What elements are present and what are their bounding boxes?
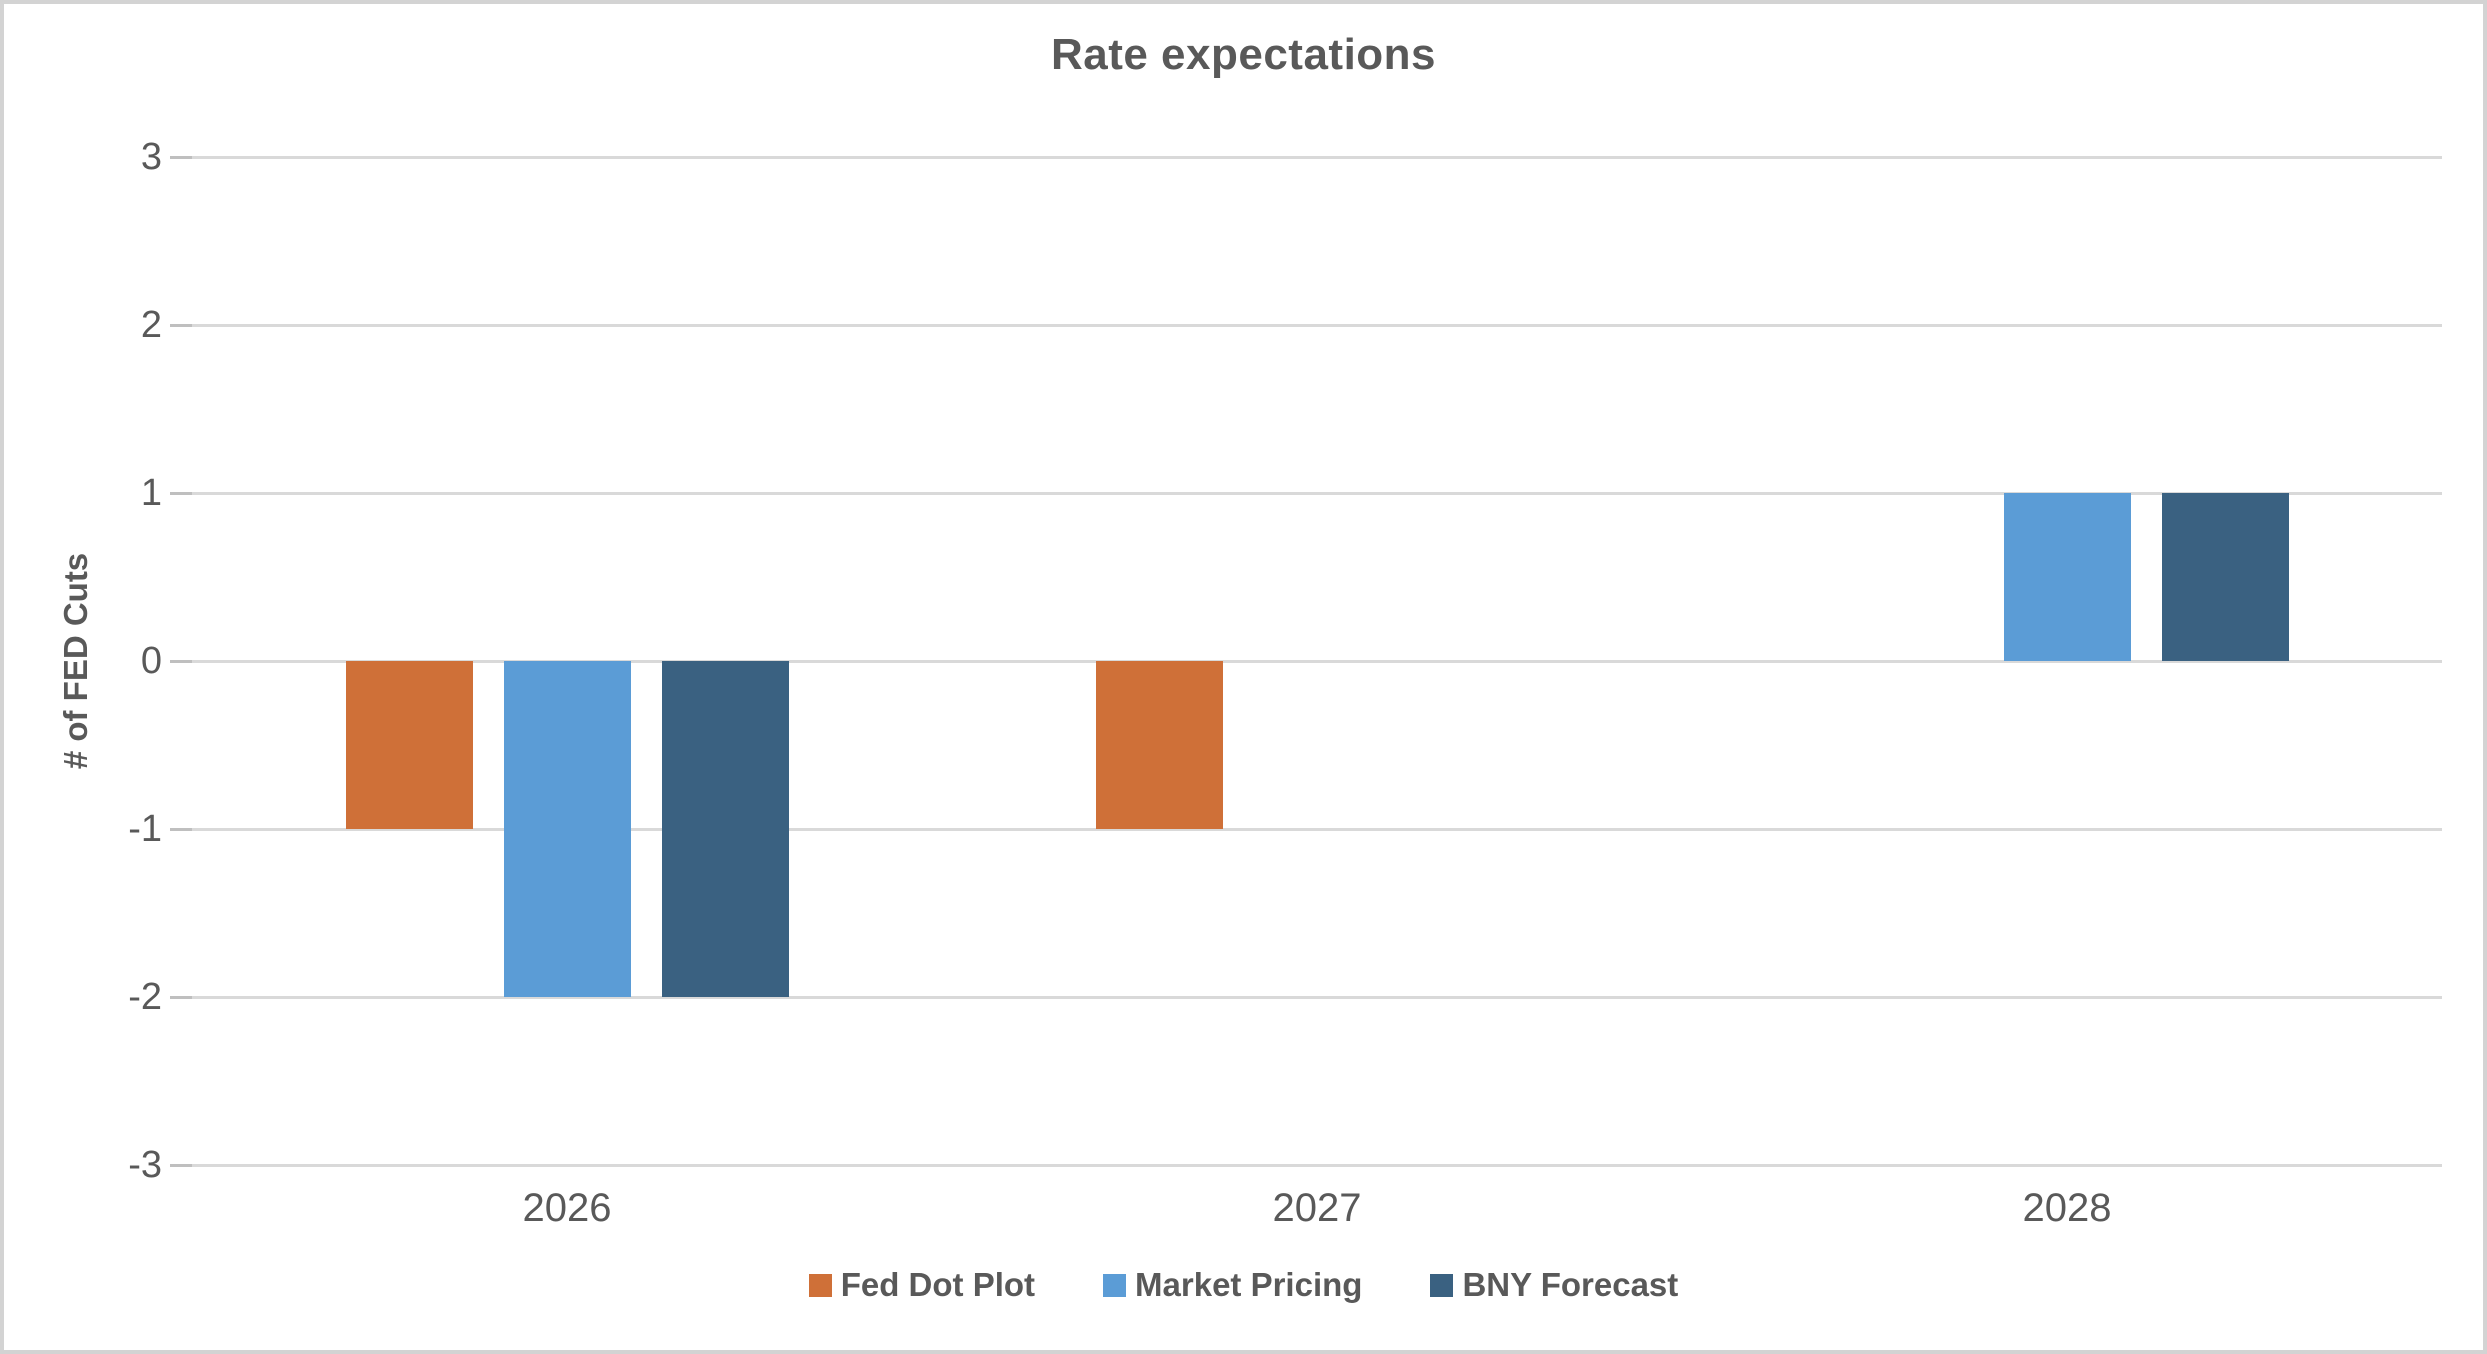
x-category-label-2027: 2027 [1272, 1186, 1362, 1230]
gridline-y-1 [192, 491, 2442, 495]
y-axis-tick--2 [170, 995, 192, 999]
legend-item-bny-forecast: BNY Forecast [1430, 1266, 1678, 1304]
bar-market-pricing-2026 [503, 661, 631, 997]
x-category-label-2028: 2028 [2022, 1186, 2112, 1230]
chart-title: Rate expectations [1050, 30, 1437, 79]
legend-swatch-bny-forecast [1430, 1273, 1454, 1297]
y-axis-tick-3 [170, 155, 192, 159]
y-axis-tick-0 [170, 659, 192, 663]
y-tick-label--3: -3 [128, 1144, 162, 1186]
y-tick-label--1: -1 [128, 808, 162, 850]
y-axis-tick-1 [170, 491, 192, 495]
legend: Fed Dot Plot Market Pricing BNY Forecast [4, 1266, 2483, 1304]
legend-label-market-pricing: Market Pricing [1135, 1266, 1363, 1303]
gridline-y--1 [192, 827, 2442, 831]
bar-market-pricing-2028 [2003, 493, 2131, 661]
gridline-y-0 [192, 659, 2442, 663]
legend-swatch-market-pricing [1103, 1273, 1127, 1297]
y-axis-tick-2 [170, 323, 192, 327]
bar-bny-forecast-2026 [661, 661, 789, 997]
y-axis-tick--3 [170, 1163, 192, 1167]
gridline-y-2 [192, 323, 2442, 327]
y-tick-label-2: 2 [140, 304, 162, 346]
gridline-y--3 [192, 1163, 2442, 1167]
y-axis-tick--1 [170, 827, 192, 831]
gridline-y-3 [192, 155, 2442, 159]
legend-label-fed-dot-plot: Fed Dot Plot [840, 1266, 1036, 1303]
x-category-label-2026: 2026 [522, 1186, 612, 1230]
legend-swatch-fed-dot-plot [808, 1273, 832, 1297]
bar-fed-dot-plot-2026 [345, 661, 473, 829]
y-tick-label-0: 0 [140, 640, 162, 682]
y-tick-label-3: 3 [140, 136, 162, 178]
legend-label-bny-forecast: BNY Forecast [1462, 1266, 1679, 1303]
legend-item-fed-dot-plot: Fed Dot Plot [808, 1266, 1036, 1304]
legend-item-market-pricing: Market Pricing [1103, 1266, 1362, 1304]
y-tick-label-1: 1 [140, 472, 162, 514]
y-tick-label--2: -2 [128, 976, 162, 1018]
gridline-y--2 [192, 995, 2442, 999]
bar-bny-forecast-2028 [2161, 493, 2289, 661]
bar-fed-dot-plot-2027 [1095, 661, 1223, 829]
